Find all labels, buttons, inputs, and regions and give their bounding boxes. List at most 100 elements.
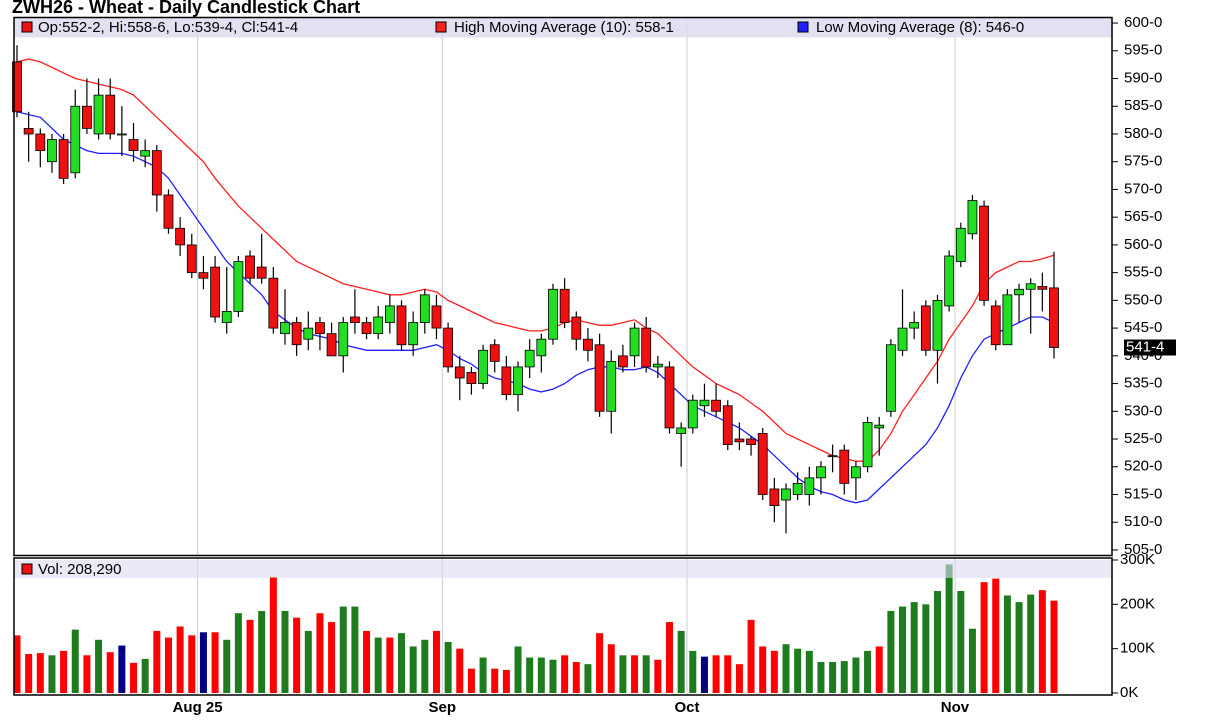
volume-bar	[596, 633, 604, 693]
candle-body	[851, 466, 861, 479]
candle-body	[326, 333, 337, 357]
y-tick-label: 595-0	[1124, 42, 1162, 59]
candle-body	[116, 133, 127, 136]
candle-body	[245, 255, 255, 279]
candle-body	[373, 316, 384, 335]
candle-body	[35, 133, 46, 152]
candle-body	[128, 139, 139, 152]
volume-bar	[363, 630, 371, 693]
candle-body	[571, 316, 582, 340]
candle-body	[641, 327, 652, 368]
candle-body	[559, 288, 570, 323]
candle-body	[548, 288, 558, 340]
volume-bar	[211, 632, 219, 693]
candle-body	[583, 338, 593, 351]
candle-body	[816, 466, 826, 479]
candle-body	[501, 366, 512, 396]
volume-bar	[770, 650, 778, 693]
volume-bar	[572, 661, 580, 693]
candle-body	[1049, 287, 1059, 348]
candle-body	[23, 128, 34, 135]
legend-label: High Moving Average (10): 558-1	[454, 19, 674, 36]
candle-body	[513, 366, 523, 396]
volume-bar	[293, 617, 301, 693]
volume-bar	[374, 637, 382, 693]
y-tick-label: 510-0	[1124, 513, 1162, 530]
volume-bar	[304, 630, 312, 693]
candle-body	[105, 94, 116, 135]
volume-bar	[444, 642, 452, 693]
candle-body	[151, 150, 162, 196]
volume-bar	[491, 668, 499, 693]
y-tick-label: 0K	[1120, 684, 1138, 701]
candle-body	[897, 327, 908, 351]
volume-bar	[922, 604, 930, 693]
volume-bar	[759, 646, 767, 693]
candle-body	[967, 200, 978, 235]
volume-frame	[13, 557, 1113, 696]
y-tick-label: 555-0	[1124, 264, 1162, 281]
x-tick-label: Nov	[941, 699, 970, 716]
y-tick-label: 565-0	[1124, 208, 1162, 225]
candle-body	[792, 482, 803, 495]
candle-body	[478, 349, 488, 384]
volume-bar	[269, 576, 277, 693]
volume-bar	[409, 646, 417, 693]
volume-bar	[95, 639, 103, 693]
chart-title: ZWH26 - Wheat - Daily Candlestick Chart	[12, 0, 360, 17]
last-price-box	[1124, 339, 1176, 356]
volume-bar	[980, 582, 988, 693]
candle-body	[687, 399, 698, 429]
x-tick-label: Oct	[674, 699, 699, 716]
candle-body	[443, 327, 454, 368]
volume-bar	[48, 655, 56, 693]
volume-bar	[421, 639, 429, 693]
candle-body	[955, 227, 966, 262]
candle-body	[419, 294, 430, 323]
volume-bar	[933, 591, 941, 693]
y-tick-label: 585-0	[1124, 97, 1162, 114]
volume-bar	[351, 606, 359, 693]
volume-bar	[735, 664, 743, 693]
volume-bar	[805, 650, 813, 693]
candle-body	[885, 344, 896, 412]
candle-body	[617, 355, 628, 368]
candle-body	[827, 455, 838, 458]
candle-body	[361, 322, 372, 335]
volume-bar	[467, 668, 475, 693]
volume-bar	[153, 630, 161, 693]
candle-body	[58, 139, 69, 179]
volume-bar	[106, 652, 114, 693]
volume-bar	[689, 650, 697, 693]
candle-body	[1014, 288, 1024, 296]
volume-bar	[887, 610, 895, 693]
y-tick-label: 550-0	[1124, 291, 1162, 308]
volume-bar	[398, 633, 406, 693]
candle-body	[606, 360, 617, 412]
candle-body	[722, 405, 733, 445]
volume-bar	[71, 629, 79, 693]
candle-body	[280, 322, 290, 335]
volume-bar	[456, 648, 464, 693]
candle-body	[256, 266, 267, 279]
candle-body	[652, 363, 663, 368]
candle-body	[210, 266, 220, 318]
candle-body	[594, 344, 605, 412]
volume-bar	[665, 622, 673, 693]
volume-bar	[1015, 602, 1023, 693]
candle-body	[349, 316, 360, 323]
candle-body	[990, 305, 1001, 346]
candle-body	[70, 105, 81, 174]
y-tick-label: 200K	[1120, 595, 1155, 612]
legend-swatch	[21, 563, 33, 575]
legend-band	[14, 17, 1112, 38]
volume-bar	[223, 639, 231, 693]
volume-bar	[817, 661, 825, 693]
volume-bar	[677, 630, 685, 693]
volume-bar	[526, 657, 534, 693]
volume-bar	[13, 635, 21, 693]
volume-bar	[281, 610, 289, 693]
moving-average-line	[16, 58, 1055, 462]
y-tick-label: 520-0	[1124, 458, 1162, 475]
